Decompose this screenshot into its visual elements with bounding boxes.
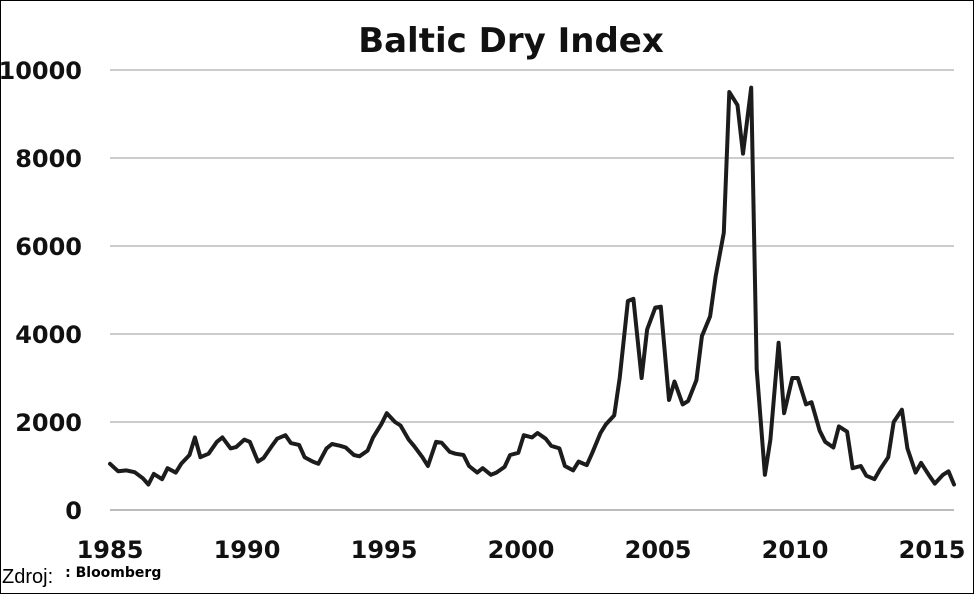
gridlines <box>110 69 954 423</box>
x-tick-label: 2000 <box>488 536 555 564</box>
y-axis-tick-labels: 0 2000 4000 6000 8000 10000 <box>0 57 82 525</box>
y-tick-label: 10000 <box>0 57 82 85</box>
source-note: Zdroj: : Bloomberg <box>2 565 162 592</box>
series-layer <box>108 85 956 487</box>
y-tick-label: 6000 <box>15 233 82 261</box>
x-tick-label: 2015 <box>899 536 966 564</box>
x-tick-label: 1995 <box>351 536 418 564</box>
source-name: : Bloomberg <box>65 565 162 581</box>
y-tick-label: 0 <box>65 497 82 525</box>
y-tick-label: 4000 <box>15 321 82 349</box>
y-tick-label: 2000 <box>15 409 82 437</box>
chart-title: Baltic Dry Index <box>358 21 664 61</box>
y-tick-label: 8000 <box>15 145 82 173</box>
source-label: Zdroj: <box>2 566 54 588</box>
series-line-1 <box>108 85 956 487</box>
x-tick-label: 1990 <box>214 536 281 564</box>
x-tick-label: 2005 <box>625 536 692 564</box>
x-tick-label: 1985 <box>77 536 144 564</box>
x-tick-label: 2010 <box>762 536 829 564</box>
x-axis-tick-labels: 1985 1990 1995 2000 2005 2010 2015 <box>77 536 966 564</box>
